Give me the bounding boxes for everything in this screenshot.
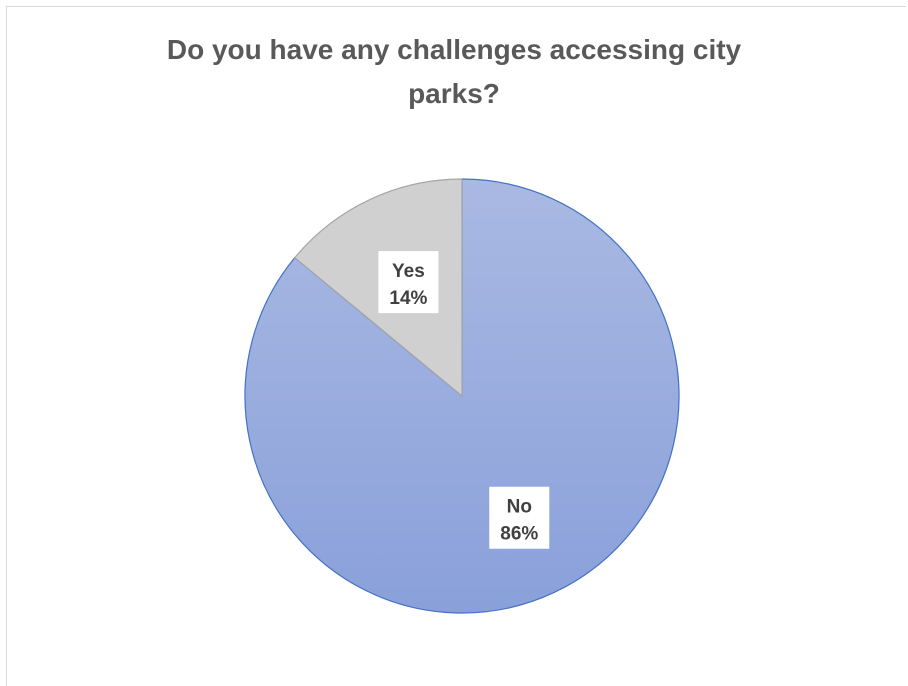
chart-title-line-2: parks? — [408, 78, 500, 109]
data-label-category-no: No — [507, 497, 532, 518]
chart-title: Do you have any challenges accessing cit… — [0, 28, 908, 116]
data-label-value-yes: 14% — [389, 288, 427, 309]
chart-title-line-1: Do you have any challenges accessing cit… — [166, 34, 742, 65]
data-label-value-no: 86% — [500, 524, 538, 545]
data-label-bg-yes — [378, 251, 439, 314]
data-label-bg-no — [489, 486, 550, 549]
data-label-category-yes: Yes — [392, 261, 425, 282]
pie-slice-yes — [293, 178, 463, 398]
